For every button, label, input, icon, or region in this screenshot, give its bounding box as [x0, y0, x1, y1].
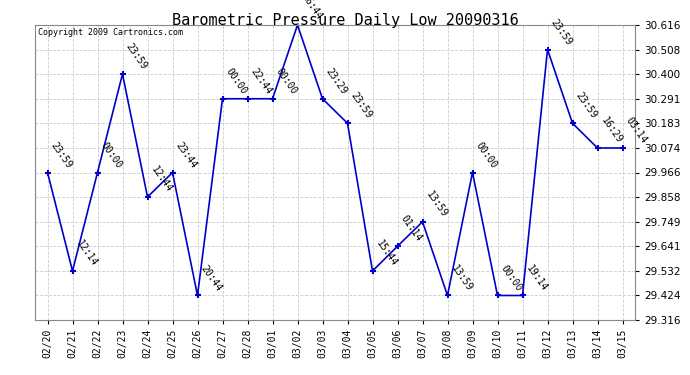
Text: 23:44: 23:44 [174, 140, 199, 170]
Text: 03:14: 03:14 [624, 116, 649, 145]
Text: 12:44: 12:44 [149, 164, 174, 194]
Text: 13:59: 13:59 [424, 189, 449, 219]
Text: 15:44: 15:44 [374, 238, 399, 268]
Text: 12:14: 12:14 [74, 238, 99, 268]
Text: 00:00: 00:00 [474, 140, 499, 170]
Text: 16:29: 16:29 [599, 116, 624, 145]
Text: 23:59: 23:59 [349, 91, 374, 120]
Text: 23:59: 23:59 [49, 140, 74, 170]
Text: 00:00: 00:00 [224, 66, 249, 96]
Text: 22:44: 22:44 [249, 66, 274, 96]
Text: Copyright 2009 Cartronics.com: Copyright 2009 Cartronics.com [38, 28, 183, 37]
Text: 23:59: 23:59 [124, 42, 149, 71]
Text: 23:59: 23:59 [549, 17, 574, 47]
Text: 23:29: 23:29 [324, 66, 349, 96]
Text: 19:14: 19:14 [524, 263, 549, 293]
Text: 01:14: 01:14 [399, 214, 424, 243]
Text: Barometric Pressure Daily Low 20090316: Barometric Pressure Daily Low 20090316 [172, 13, 518, 28]
Text: 23:59: 23:59 [574, 91, 599, 120]
Text: 20:44: 20:44 [199, 263, 224, 293]
Text: 00:00: 00:00 [499, 263, 524, 293]
Text: 16:44: 16:44 [299, 0, 324, 22]
Text: 13:59: 13:59 [449, 263, 474, 293]
Text: 00:00: 00:00 [274, 66, 299, 96]
Text: 00:00: 00:00 [99, 140, 124, 170]
